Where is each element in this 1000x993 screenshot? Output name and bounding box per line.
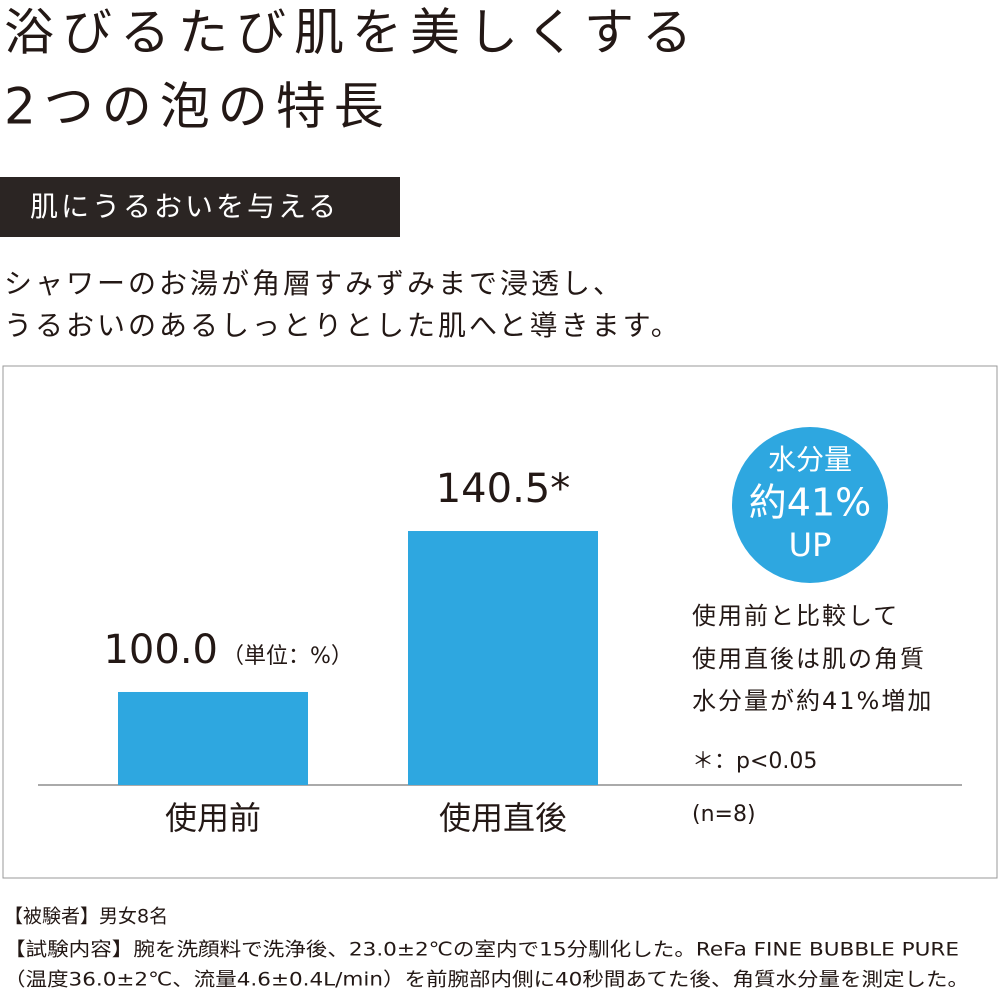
badge: 肌にうるおいを与える (30, 190, 339, 223)
footer-line: 【被験者】男女8名 (4, 906, 168, 928)
note-line: 使用前と比較して (692, 602, 899, 630)
badge-bg (0, 177, 400, 237)
value-label: 140.5* (436, 466, 571, 512)
highlight-text: UP (789, 526, 832, 564)
sample-size: (n=8) (692, 802, 756, 827)
note-line: 水分量が約41%増加 (692, 687, 933, 715)
highlight-text: 水分量 (768, 443, 852, 476)
category-label: 使用直後 (439, 799, 567, 837)
footer-line: 【試験内容】腕を洗顔料で洗浄後、23.0±2℃の室内で15分馴化した。ReFa … (4, 939, 959, 961)
footer-line: （温度36.0±2℃、流量4.6±0.4L/min）を前腕部内側に40秒間あてた… (4, 969, 969, 991)
category-label: 使用前 (165, 799, 261, 837)
title-line: 浴びるたび肌を美しくする (4, 4, 700, 62)
lead-line: シャワーのお湯が角層すみずみまで浸透し、 (4, 267, 624, 300)
value-label: 100.0 (103, 627, 218, 673)
title-line: 2つの泡の特長 (4, 78, 392, 136)
note-line: 使用直後は肌の角質 (692, 645, 926, 673)
lead-line: うるおいのあるしっとりとした肌へと導きます。 (4, 309, 682, 342)
significance: ＊：p<0.05 (692, 749, 817, 774)
highlight-text: 約41% (749, 481, 871, 525)
bar (118, 691, 308, 785)
bar (408, 531, 598, 785)
highlight-circle (732, 427, 888, 583)
unit-label: （単位：%） (222, 644, 353, 669)
chart-frame (2, 365, 998, 879)
